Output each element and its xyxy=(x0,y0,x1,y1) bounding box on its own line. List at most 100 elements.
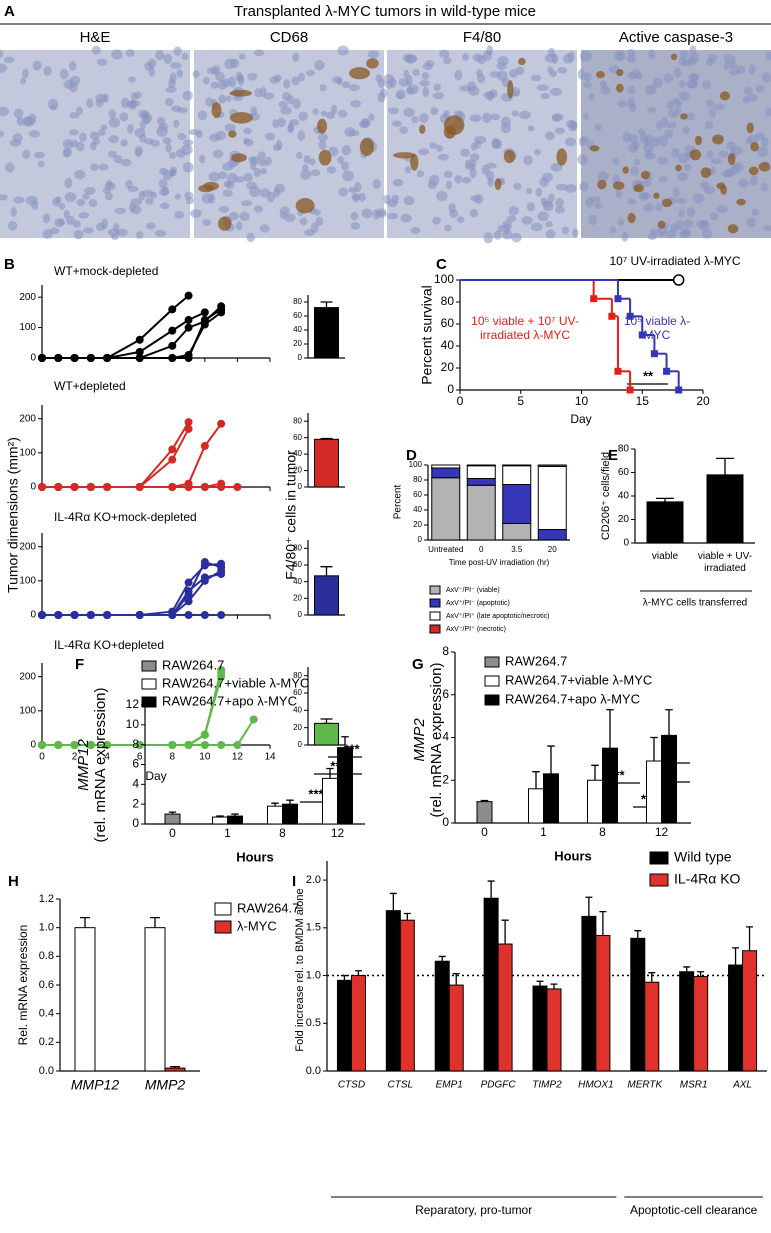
cell xyxy=(746,217,757,228)
cell xyxy=(580,136,590,143)
cell xyxy=(208,171,221,182)
cell xyxy=(342,170,354,182)
cell xyxy=(22,149,31,159)
y-tick-label: 100 xyxy=(434,272,454,286)
image-label: F4/80 xyxy=(463,29,501,46)
cell xyxy=(224,123,236,133)
legend-swatch xyxy=(484,656,500,668)
stain xyxy=(295,198,315,214)
cell xyxy=(298,72,305,82)
y-tick-label: 20 xyxy=(618,514,630,525)
cell xyxy=(337,155,344,164)
cell xyxy=(140,111,149,120)
y-tick-label: 0.8 xyxy=(39,950,54,962)
cell xyxy=(709,212,718,221)
cell xyxy=(445,180,453,190)
cell xyxy=(89,131,100,140)
y-tick-label: 2 xyxy=(132,796,139,810)
y-tick-label: 40 xyxy=(293,325,302,334)
bar xyxy=(466,465,496,479)
point xyxy=(168,483,177,491)
cell xyxy=(537,211,549,222)
x-tick-label: 3.5 xyxy=(511,545,523,554)
micrograph xyxy=(188,45,388,243)
x-tick-label: 20 xyxy=(696,394,710,408)
cell xyxy=(108,135,119,144)
point xyxy=(86,354,95,362)
cell xyxy=(403,107,415,117)
error-bar xyxy=(170,1066,180,1069)
error-bar xyxy=(286,799,294,805)
cell xyxy=(182,161,194,173)
y-tick-label: 200 xyxy=(19,541,36,552)
cell xyxy=(218,205,230,213)
cell xyxy=(221,78,232,88)
cell xyxy=(84,186,96,195)
cell xyxy=(341,81,351,89)
cell xyxy=(469,208,479,218)
cell xyxy=(162,170,173,181)
cell xyxy=(469,153,480,162)
cell xyxy=(392,178,404,187)
cell xyxy=(469,114,482,122)
chart-title: IL-4Rα KO+depleted xyxy=(54,638,164,652)
cell xyxy=(395,92,404,99)
stain xyxy=(633,184,644,193)
cell xyxy=(594,202,603,210)
y-tick-label: 100 xyxy=(19,322,36,333)
x-tick-label: MSR1 xyxy=(680,1080,708,1091)
error-bar xyxy=(403,912,411,921)
panel-label: C xyxy=(436,256,447,273)
panel-label: H xyxy=(8,873,19,890)
cell xyxy=(277,117,286,128)
cell xyxy=(755,84,765,93)
cell xyxy=(42,213,51,224)
cell xyxy=(563,53,573,64)
x-tick-label: AXL xyxy=(732,1080,752,1091)
error-bar xyxy=(231,813,239,817)
stain xyxy=(229,112,253,124)
y-axis-label: Percent xyxy=(393,485,404,520)
bar xyxy=(502,523,532,541)
series-line xyxy=(42,562,222,616)
image-label: CD68 xyxy=(270,29,308,46)
stain xyxy=(443,125,457,139)
x-tick-label: 15 xyxy=(636,394,650,408)
cell xyxy=(436,191,448,202)
point xyxy=(626,386,634,394)
cell xyxy=(526,202,536,212)
cell xyxy=(688,52,700,64)
stain xyxy=(203,181,219,191)
cell xyxy=(192,70,200,79)
cell xyxy=(683,163,692,171)
cell xyxy=(760,182,769,192)
cell xyxy=(692,193,705,204)
cell xyxy=(555,183,568,191)
cell xyxy=(588,214,597,226)
cell xyxy=(367,50,380,59)
cell xyxy=(493,230,502,240)
cell xyxy=(315,216,324,226)
cell xyxy=(547,66,554,74)
point xyxy=(200,611,209,619)
bar xyxy=(630,937,646,1072)
series-label-box: 10⁵ viable + 10⁷ UV-irradiated λ-MYC xyxy=(471,314,579,342)
cell xyxy=(360,117,370,128)
bar xyxy=(537,529,567,541)
cell xyxy=(341,161,349,172)
error-bar xyxy=(480,799,489,802)
stain xyxy=(596,71,605,79)
cell xyxy=(266,191,275,203)
bar xyxy=(502,465,532,485)
cell xyxy=(174,193,181,200)
cell xyxy=(160,202,170,210)
point xyxy=(135,335,144,344)
error-bar xyxy=(354,970,362,976)
cell xyxy=(652,77,664,88)
y-axis-label: MMP12 xyxy=(75,739,92,791)
cell xyxy=(218,94,227,104)
stain xyxy=(211,102,222,119)
x-tick-label: viable xyxy=(651,551,679,562)
y-tick-label: 100 xyxy=(19,575,36,586)
point xyxy=(168,445,177,454)
